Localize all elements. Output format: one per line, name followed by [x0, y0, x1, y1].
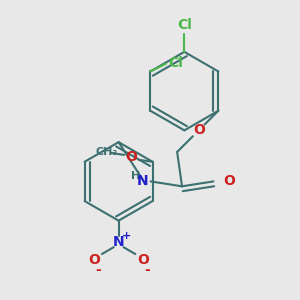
Text: -: - [95, 263, 101, 277]
Text: O: O [137, 253, 149, 267]
Text: N: N [113, 235, 124, 249]
Text: Cl: Cl [168, 56, 183, 70]
Text: O: O [88, 253, 100, 267]
Text: H: H [131, 170, 140, 181]
Text: Cl: Cl [177, 18, 192, 32]
Text: N: N [137, 174, 149, 188]
Text: CH₃: CH₃ [95, 147, 118, 157]
Text: O: O [193, 123, 205, 137]
Text: O: O [223, 174, 235, 188]
Text: -: - [144, 263, 150, 277]
Text: +: + [122, 231, 131, 242]
Text: O: O [125, 150, 137, 164]
